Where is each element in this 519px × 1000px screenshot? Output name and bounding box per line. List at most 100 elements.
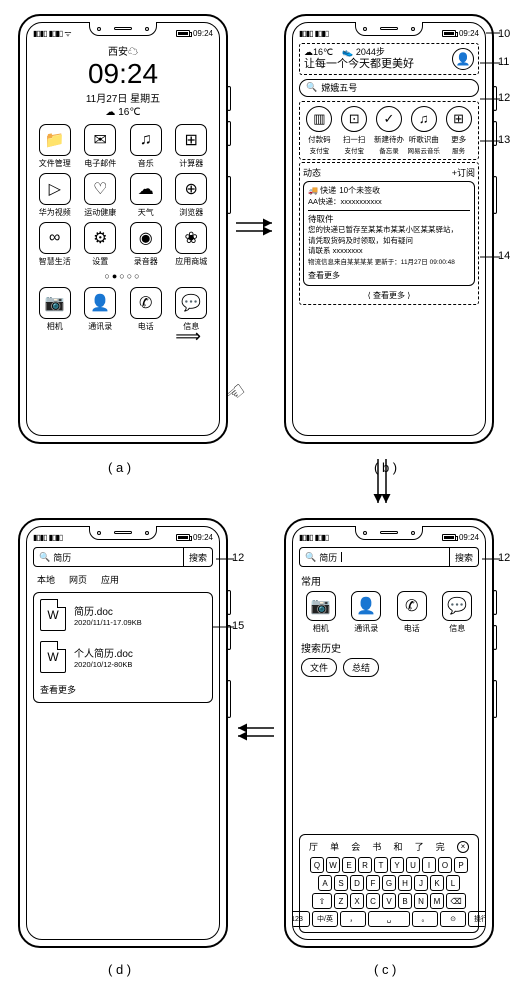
delivery-card[interactable]: 🚚 快递10个未签收 AA快递：xxxxxxxxxxx 待取件 您的快递已暂存至… <box>303 181 475 286</box>
key-Y[interactable]: Y <box>390 857 404 873</box>
key-A[interactable]: A <box>318 875 332 891</box>
key-Q[interactable]: Q <box>310 857 324 873</box>
freq-电话[interactable]: ✆ 电话 <box>390 591 434 634</box>
key-K[interactable]: K <box>430 875 444 891</box>
key-fn[interactable]: ⊙ <box>440 911 466 927</box>
search-button[interactable]: 搜索 <box>184 547 213 567</box>
vol-up[interactable] <box>227 590 231 615</box>
key-fn[interactable]: 123 <box>292 911 310 927</box>
vol-up[interactable] <box>227 86 231 111</box>
app-天气[interactable]: ☁ 天气 <box>124 173 168 218</box>
app-icon: ❀ <box>175 222 207 254</box>
candidate[interactable]: 单 <box>330 840 339 853</box>
key-P[interactable]: P <box>454 857 468 873</box>
search-bar[interactable]: 🔍 嫦娥五号 <box>299 79 479 97</box>
app-电子邮件[interactable]: ✉ 电子邮件 <box>79 124 123 169</box>
key-O[interactable]: O <box>438 857 452 873</box>
freq-通讯录[interactable]: 👤 通讯录 <box>345 591 389 634</box>
candidate[interactable]: 完 <box>436 840 445 853</box>
key-J[interactable]: J <box>414 875 428 891</box>
app-计算器[interactable]: ⊞ 计算器 <box>170 124 214 169</box>
quick-更多[interactable]: ⊞ 更多 服务 <box>441 106 476 155</box>
app-icon: ♫ <box>130 124 162 156</box>
candidate[interactable]: 会 <box>351 840 360 853</box>
quick-听歌识曲[interactable]: ♫ 听歌识曲 网易云音乐 <box>406 106 441 155</box>
key-I[interactable]: I <box>422 857 436 873</box>
key-fn[interactable]: 换行 <box>468 911 486 927</box>
key-shift[interactable]: ⇧ <box>312 893 332 909</box>
search-button[interactable]: 搜索 <box>450 547 479 567</box>
key-fn[interactable]: 。 <box>412 911 438 927</box>
candidate[interactable]: 了 <box>415 840 424 853</box>
close-candidates-icon[interactable]: × <box>457 841 469 853</box>
key-V[interactable]: V <box>382 893 396 909</box>
card-more[interactable]: 查看更多 <box>308 271 470 282</box>
file-item[interactable]: W 个人简历.doc 2020/10/12-80KB <box>40 641 206 673</box>
vol-down[interactable] <box>493 625 497 650</box>
dock-相机[interactable]: 📷 相机 <box>33 287 77 332</box>
key-X[interactable]: X <box>350 893 364 909</box>
app-华为视频[interactable]: ▷ 华为视频 <box>33 173 77 218</box>
key-fn[interactable]: ␣ <box>368 911 410 927</box>
chip-文件[interactable]: 文件 <box>301 658 337 677</box>
key-E[interactable]: E <box>342 857 356 873</box>
freq-相机[interactable]: 📷 相机 <box>299 591 343 634</box>
chip-总结[interactable]: 总结 <box>343 658 379 677</box>
candidate[interactable]: 书 <box>372 840 381 853</box>
key-B[interactable]: B <box>398 893 412 909</box>
power-button[interactable] <box>493 176 497 214</box>
file-item[interactable]: W 简历.doc 2020/11/11-17.09KB <box>40 599 206 631</box>
tab-网页[interactable]: 网页 <box>69 573 87 586</box>
avatar-icon[interactable]: 👤 <box>452 48 474 70</box>
key-M[interactable]: M <box>430 893 444 909</box>
dock-电话[interactable]: ✆ 电话 <box>124 287 168 332</box>
screen-d: ▮▯▮▯▮▯▮▯ 09:24 🔍简历 搜索 本地网页应用 W 简历.doc 20… <box>26 526 220 940</box>
power-button[interactable] <box>227 680 231 718</box>
key-U[interactable]: U <box>406 857 420 873</box>
app-浏览器[interactable]: ⊕ 浏览器 <box>170 173 214 218</box>
app-运动健康[interactable]: ♡ 运动健康 <box>79 173 123 218</box>
key-G[interactable]: G <box>382 875 396 891</box>
app-应用商城[interactable]: ❀ 应用商城 <box>170 222 214 267</box>
key-H[interactable]: H <box>398 875 412 891</box>
subscribe-button[interactable]: +订阅 <box>452 166 475 179</box>
key-L[interactable]: L <box>446 875 460 891</box>
key-N[interactable]: N <box>414 893 428 909</box>
search-input[interactable]: 🔍简历 <box>299 547 450 567</box>
freq-信息[interactable]: 💬 信息 <box>436 591 480 634</box>
search-input[interactable]: 🔍简历 <box>33 547 184 567</box>
key-T[interactable]: T <box>374 857 388 873</box>
app-音乐[interactable]: ♫ 音乐 <box>124 124 168 169</box>
key-F[interactable]: F <box>366 875 380 891</box>
app-设置[interactable]: ⚙ 设置 <box>79 222 123 267</box>
candidate[interactable]: 和 <box>394 840 403 853</box>
app-智慧生活[interactable]: ∞ 智慧生活 <box>33 222 77 267</box>
key-R[interactable]: R <box>358 857 372 873</box>
key-fn[interactable]: 中/英 <box>312 911 338 927</box>
power-button[interactable] <box>227 176 231 214</box>
vol-down[interactable] <box>493 121 497 146</box>
quick-新建待办[interactable]: ✓ 新建待办 备忘录 <box>372 106 407 155</box>
frequent-apps: 📷 相机 👤 通讯录 ✆ 电话 💬 信息 <box>297 591 481 634</box>
feed-more[interactable]: ⟨ 查看更多 ⟩ <box>303 290 475 301</box>
app-文件管理[interactable]: 📁 文件管理 <box>33 124 77 169</box>
vol-up[interactable] <box>493 590 497 615</box>
candidate[interactable]: 厅 <box>309 840 318 853</box>
vol-down[interactable] <box>227 625 231 650</box>
key-fn[interactable]: ， <box>340 911 366 927</box>
quick-扫一扫[interactable]: ⊡ 扫一扫 支付宝 <box>337 106 372 155</box>
power-button[interactable] <box>493 680 497 718</box>
see-more[interactable]: 查看更多 <box>40 683 206 696</box>
dock-通讯录[interactable]: 👤 通讯录 <box>79 287 123 332</box>
key-D[interactable]: D <box>350 875 364 891</box>
key-S[interactable]: S <box>334 875 348 891</box>
key-C[interactable]: C <box>366 893 380 909</box>
app-录音器[interactable]: ◉ 录音器 <box>124 222 168 267</box>
tab-应用[interactable]: 应用 <box>101 573 119 586</box>
key-Z[interactable]: Z <box>334 893 348 909</box>
quick-付款码[interactable]: ▥ 付款码 支付宝 <box>302 106 337 155</box>
key-backspace[interactable]: ⌫ <box>446 893 466 909</box>
key-W[interactable]: W <box>326 857 340 873</box>
tab-本地[interactable]: 本地 <box>37 573 55 586</box>
vol-down[interactable] <box>227 121 231 146</box>
